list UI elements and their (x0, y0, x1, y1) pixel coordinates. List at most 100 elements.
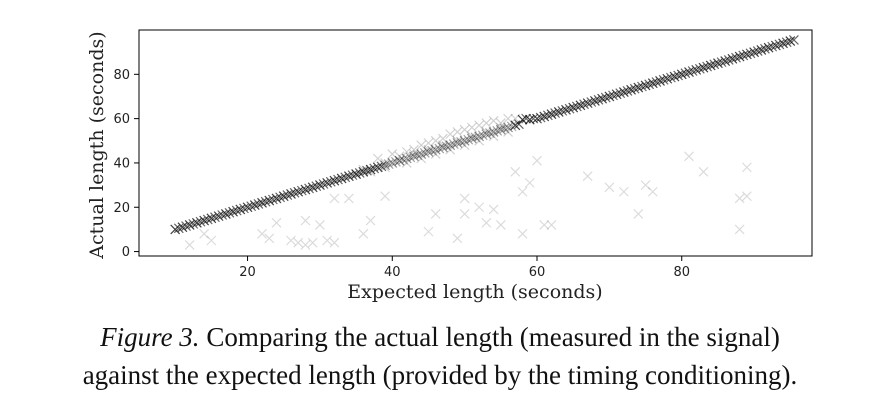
outlier-point (495, 220, 506, 230)
x-axis-label: Expected length (seconds) (347, 281, 602, 303)
band-point (466, 131, 477, 142)
main-point (336, 173, 347, 184)
outlier-point (517, 228, 528, 239)
main-point (586, 97, 597, 107)
band-point (401, 158, 412, 168)
band-point (495, 122, 506, 133)
main-point (448, 139, 459, 150)
outlier-point (474, 202, 485, 213)
main-point (611, 89, 622, 100)
caption-text-1: Comparing the actual length (measured in… (206, 322, 780, 352)
main-point (517, 114, 528, 125)
main-point (535, 112, 546, 123)
main-point (481, 129, 492, 140)
main-point (351, 169, 362, 179)
main-point (669, 71, 680, 82)
outlier-point (488, 204, 499, 215)
band-point (394, 155, 405, 166)
main-point (477, 130, 488, 141)
main-point (213, 211, 224, 222)
plot-area (138, 29, 813, 257)
main-point (242, 202, 253, 213)
main-point (343, 171, 354, 182)
band-point (430, 149, 441, 160)
main-point (416, 149, 427, 160)
band-point (459, 140, 470, 151)
main-point (188, 218, 199, 229)
main-point (438, 142, 448, 153)
main-point (622, 86, 633, 96)
main-point (770, 40, 781, 51)
y-tick-label: 0 (122, 245, 130, 260)
band-point (495, 118, 506, 128)
main-point (296, 185, 307, 196)
outlier-point (684, 151, 694, 162)
y-tick-label: 20 (113, 201, 130, 216)
outlier-point (329, 193, 340, 204)
main-point (763, 42, 774, 53)
band-point (372, 153, 383, 164)
main-point (655, 76, 665, 86)
main-point (217, 210, 228, 220)
main-point (741, 49, 752, 60)
main-point (181, 221, 191, 232)
outlier-point (358, 228, 369, 239)
main-point (311, 181, 322, 192)
main-point (788, 35, 799, 45)
outlier-point (698, 166, 709, 177)
main-point (376, 161, 387, 172)
main-point (333, 174, 343, 185)
main-point (542, 110, 553, 121)
main-point (427, 145, 438, 156)
caption-line-2: against the expected length (provided by… (82, 360, 798, 390)
main-point (380, 160, 390, 171)
y-axis-label: Actual length (seconds) (86, 31, 108, 259)
main-point (720, 56, 731, 66)
outlier-point (423, 226, 434, 237)
main-point (383, 159, 394, 169)
main-point (774, 39, 785, 50)
main-point (409, 151, 419, 162)
main-point (239, 203, 249, 214)
main-point (459, 135, 470, 146)
outlier-point (510, 166, 521, 177)
outlier-point (546, 220, 557, 230)
main-point (705, 60, 716, 71)
main-point (398, 154, 409, 165)
main-point (325, 176, 336, 187)
outlier-point (452, 233, 463, 244)
band-point (416, 153, 427, 164)
main-point (282, 190, 293, 200)
band-point (459, 124, 470, 135)
main-point (191, 217, 202, 228)
main-point (463, 134, 474, 145)
main-point (749, 47, 760, 58)
outlier-point (380, 191, 390, 202)
main-point (441, 141, 452, 152)
y-tick-label: 60 (113, 112, 130, 127)
main-point (629, 83, 640, 94)
main-point (322, 177, 333, 188)
main-point (419, 148, 430, 158)
main-point (600, 92, 611, 103)
outlier-point (633, 208, 644, 219)
scatter-chart: 20 40 60 80 0 20 40 60 80 Expected length (seco… (86, 29, 813, 303)
main-point (260, 196, 271, 207)
main-point (329, 175, 340, 186)
main-point (702, 61, 712, 72)
main-point (694, 63, 705, 74)
main-point (231, 205, 242, 216)
outlier-point (365, 215, 376, 226)
x-tick-label: 20 (239, 265, 256, 280)
outlier-point (741, 191, 752, 202)
x-tick-label: 40 (384, 265, 401, 280)
main-point (680, 68, 691, 79)
main-point (651, 77, 662, 87)
main-point (698, 62, 709, 73)
outlier-point (257, 228, 267, 239)
main-point (300, 184, 311, 195)
main-point (633, 82, 644, 93)
main-point (470, 132, 481, 143)
main-point (756, 45, 767, 55)
outlier-point (604, 182, 615, 193)
